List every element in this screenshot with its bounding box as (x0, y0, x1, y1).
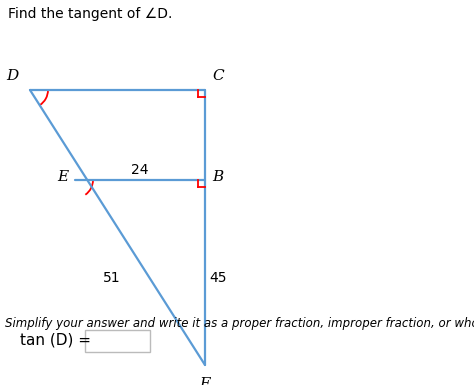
Text: Simplify your answer and write it as a proper fraction, improper fraction, or wh: Simplify your answer and write it as a p… (5, 317, 474, 330)
Bar (85, 330, 150, 352)
Text: D: D (6, 69, 18, 83)
Text: B: B (212, 170, 223, 184)
Text: Find the tangent of ∠D.: Find the tangent of ∠D. (8, 7, 173, 21)
Text: E: E (57, 170, 68, 184)
Text: 24: 24 (131, 163, 149, 177)
Text: 45: 45 (209, 271, 227, 285)
Text: 51: 51 (103, 271, 121, 285)
Text: tan (D) =: tan (D) = (20, 333, 91, 348)
Text: F: F (200, 377, 210, 385)
Text: C: C (212, 69, 224, 83)
